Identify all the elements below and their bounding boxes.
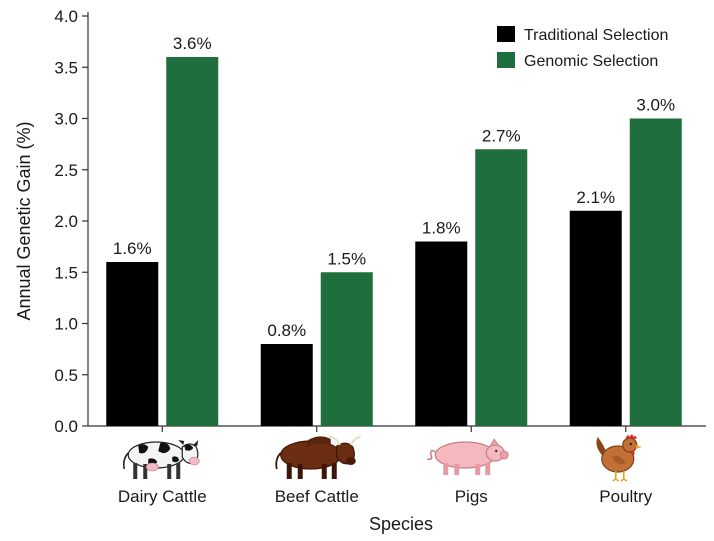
bar-genomic: [475, 149, 528, 426]
data-label: 3.6%: [173, 34, 212, 53]
y-tick-label: 1.0: [54, 315, 78, 334]
legend-swatch-genomic: [497, 52, 515, 68]
bar-genomic: [320, 272, 373, 426]
y-axis-title: Annual Genetic Gain (%): [14, 121, 34, 320]
bar-genomic: [629, 118, 682, 426]
legend-label: Genomic Selection: [524, 53, 658, 70]
dairy-cow-icon: [122, 439, 201, 480]
pig-icon: [426, 438, 509, 476]
y-tick-label: 2.0: [54, 212, 78, 231]
data-label: 3.0%: [636, 96, 675, 115]
y-tick-label: 0.0: [54, 417, 78, 436]
y-tick-label: 3.0: [54, 110, 78, 129]
bar-traditional: [106, 262, 159, 426]
x-category-label: Pigs: [455, 487, 488, 506]
bar-traditional: [260, 344, 313, 426]
x-category-label: Dairy Cattle: [118, 487, 207, 506]
bar-traditional: [415, 241, 468, 426]
y-tick-label: 1.5: [54, 263, 78, 282]
y-tick-label: 4.0: [54, 7, 78, 26]
data-label: 1.6%: [113, 239, 152, 258]
beef-bull-icon: [275, 435, 362, 481]
legend-swatch-traditional: [497, 26, 515, 42]
y-tick-label: 0.5: [54, 366, 78, 385]
chicken-icon: [595, 433, 643, 482]
bar-genomic: [166, 57, 219, 426]
data-label: 1.8%: [422, 219, 461, 238]
x-axis-title: Species: [369, 514, 433, 534]
x-category-label: Poultry: [599, 487, 652, 506]
y-tick-label: 2.5: [54, 161, 78, 180]
x-category-label: Beef Cattle: [275, 487, 359, 506]
data-label: 0.8%: [267, 321, 306, 340]
data-label: 2.1%: [576, 188, 615, 207]
y-tick-label: 3.5: [54, 58, 78, 77]
legend-label: Traditional Selection: [524, 27, 668, 44]
bar-traditional: [569, 210, 622, 426]
data-label: 1.5%: [327, 249, 366, 268]
data-label: 2.7%: [482, 126, 521, 145]
